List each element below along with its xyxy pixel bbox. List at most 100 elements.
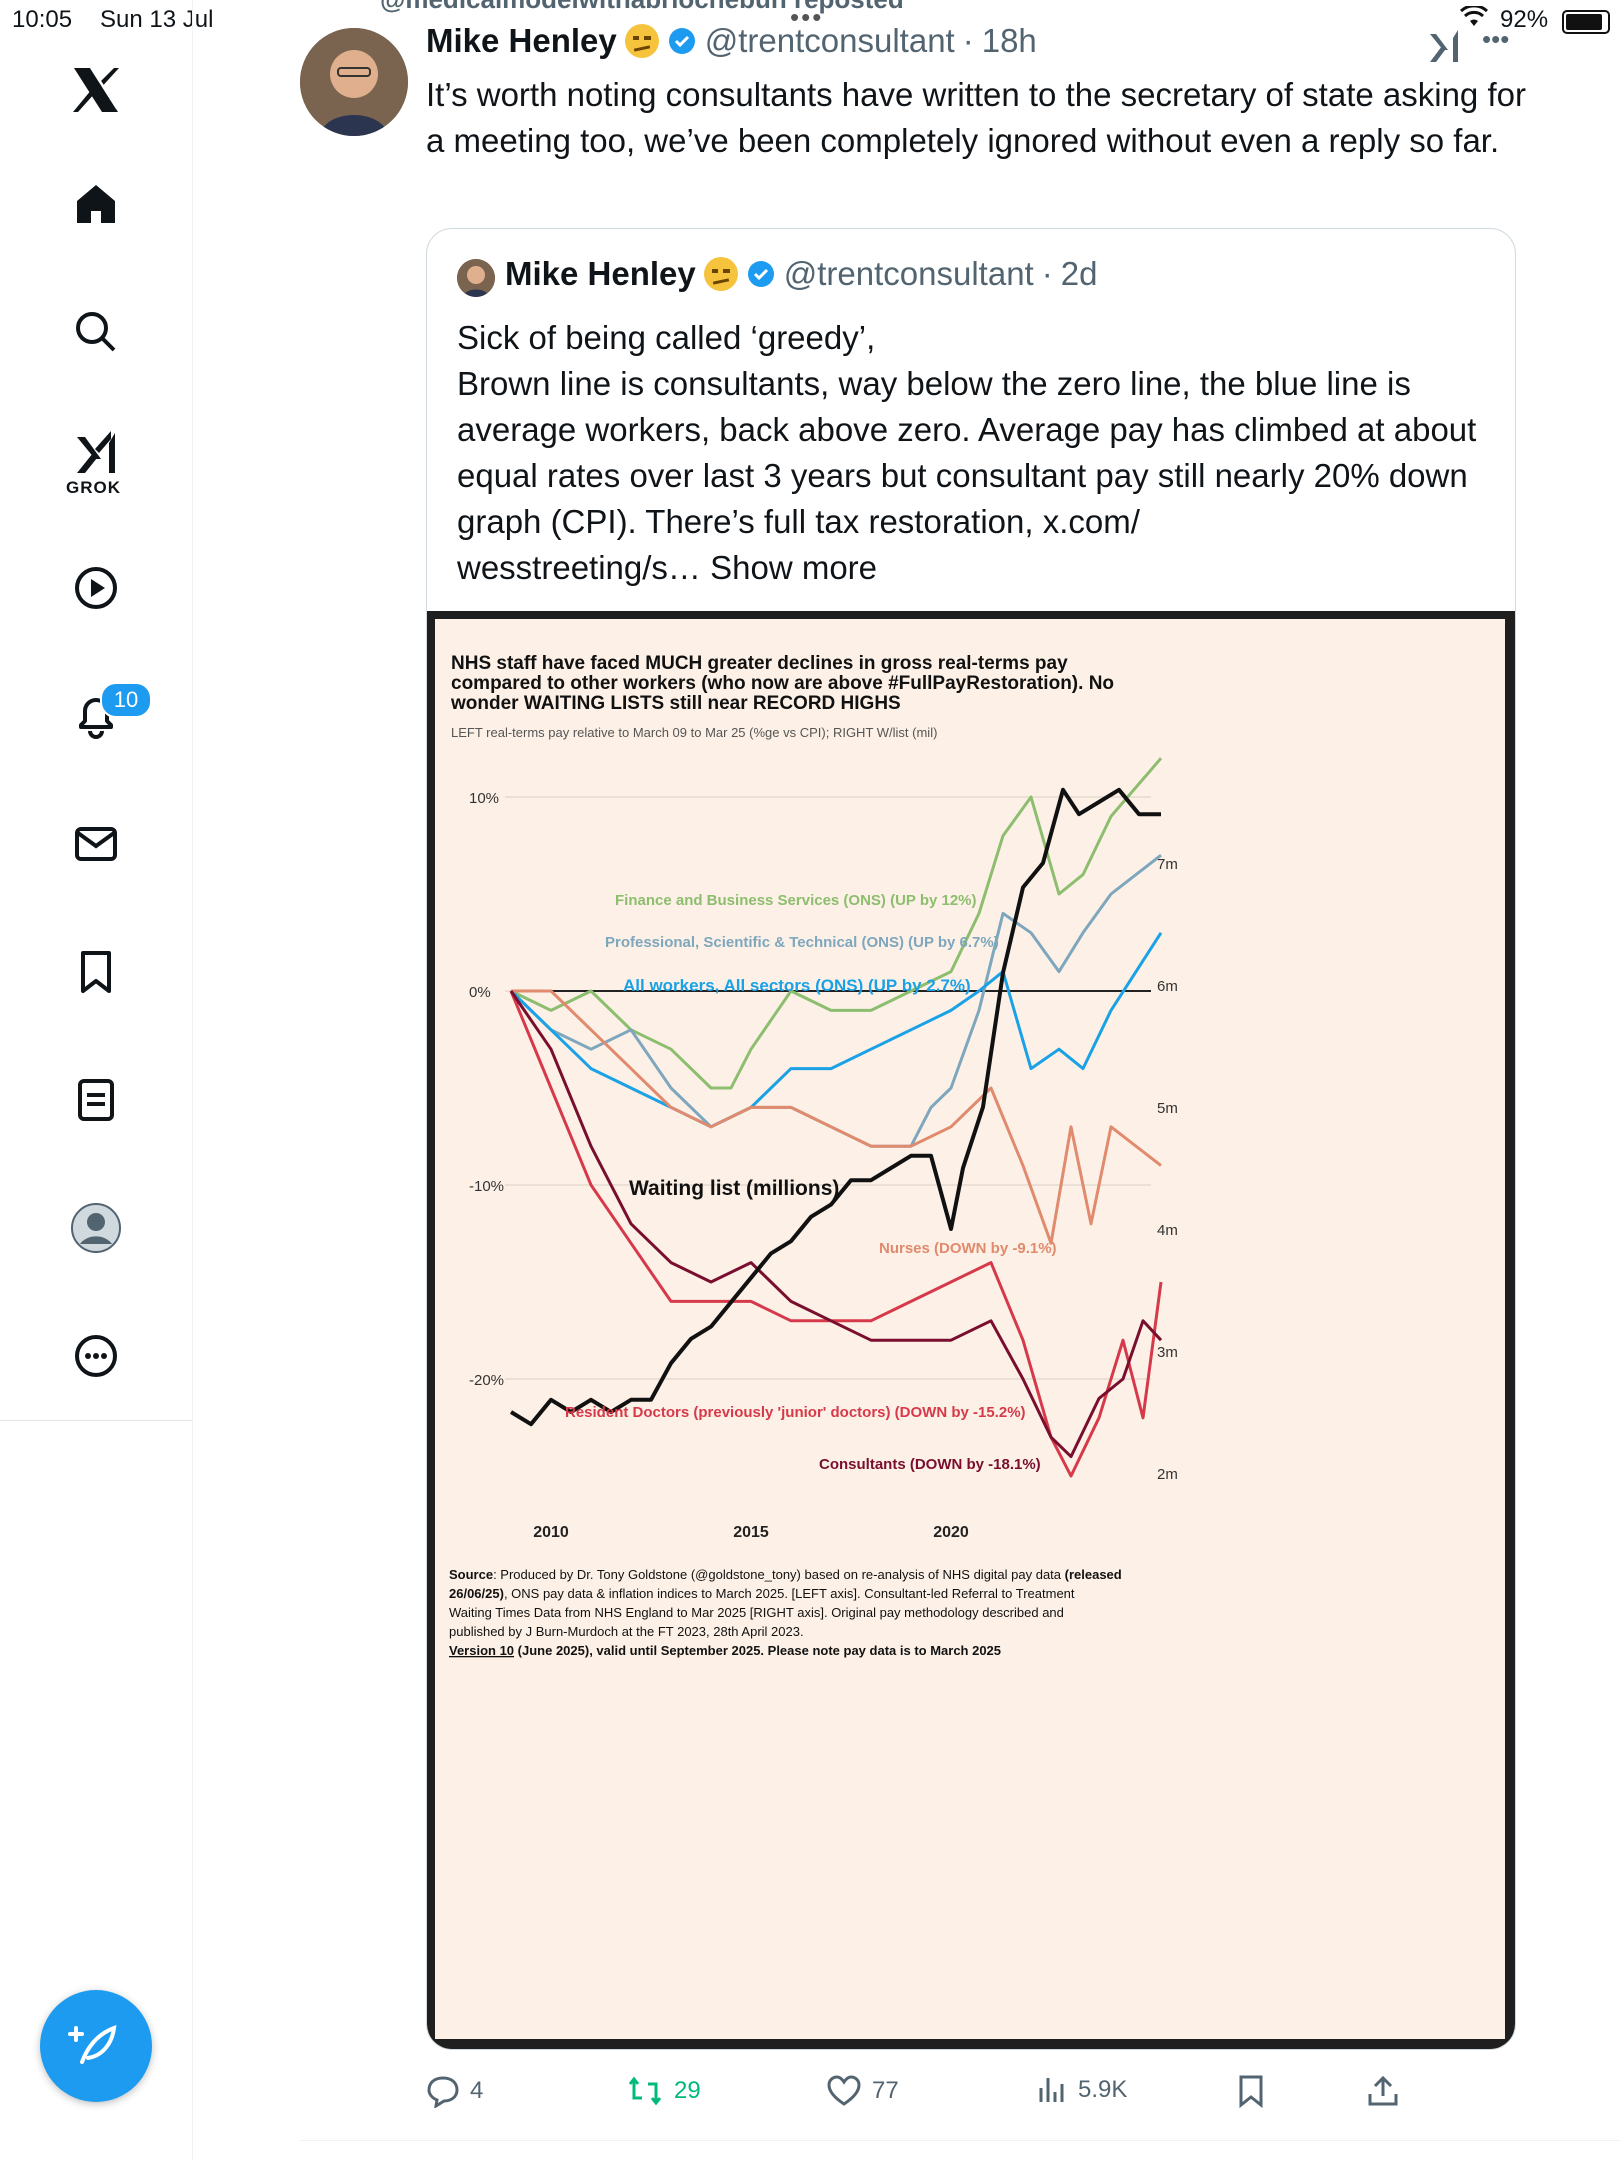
repost-icon: [628, 2076, 662, 2106]
x-logo-icon[interactable]: [62, 56, 130, 124]
right-tick-label: 7m: [1157, 856, 1178, 873]
series-line-3: [511, 989, 1162, 1245]
share-icon: [1368, 2075, 1398, 2106]
series-label: Professional, Scientific & Technical (ON…: [605, 934, 999, 951]
source-note-line: published by J Burn-Murdoch at the FT 20…: [449, 1624, 804, 1639]
quote-text: Sick of being called ‘greedy’, Brown lin…: [457, 315, 1477, 591]
like-button[interactable]: 77: [826, 2074, 899, 2108]
quote-tweet[interactable]: Mike Henley @trentconsultant · 2d Sick o…: [426, 228, 1516, 2050]
reply-button[interactable]: 4: [426, 2074, 483, 2108]
grok-label: GROK: [66, 478, 121, 497]
right-tick-label: 6m: [1157, 978, 1178, 995]
home-icon[interactable]: [62, 170, 130, 238]
status-bar: 10:05 Sun 13 Jul ••• 92%: [0, 0, 1620, 40]
share-button[interactable]: [1366, 2074, 1400, 2108]
series-line-2: [509, 931, 1163, 1129]
right-tick-label: 5m: [1157, 1100, 1178, 1117]
right-tick-label: 2m: [1157, 1466, 1178, 1483]
views-button[interactable]: 5.9K: [1036, 2074, 1127, 2106]
compose-button[interactable]: [40, 1990, 152, 2102]
like-icon: [827, 2075, 861, 2106]
x-tick-label: 2015: [733, 1524, 769, 1541]
chart-subtitle: LEFT real-terms pay relative to March 09…: [451, 725, 937, 740]
chart-title-line: NHS staff have faced MUCH greater declin…: [451, 653, 1068, 674]
series-line-5: [509, 990, 1163, 1459]
quote-author-row: Mike Henley @trentconsultant · 2d: [505, 255, 1098, 292]
grok-explain-icon[interactable]: [1426, 28, 1462, 73]
x-tick-label: 2010: [533, 1524, 569, 1541]
show-more-link[interactable]: Show more: [710, 549, 878, 586]
notifications-badge: 10: [100, 682, 152, 718]
tweet-divider: [300, 2140, 1620, 2141]
battery-percent: 92%: [1500, 6, 1549, 33]
series-line-4: [509, 990, 1163, 1478]
chart: NHS staff have faced MUCH greater declin…: [435, 619, 1505, 2039]
like-count: 77: [872, 2077, 899, 2104]
raised-eyebrow-emoji-icon: [624, 24, 659, 58]
quote-time[interactable]: 2d: [1060, 255, 1098, 292]
left-tick-label: -10%: [469, 1178, 504, 1195]
verified-badge-icon: [668, 28, 695, 54]
quote-author-name[interactable]: Mike Henley: [505, 255, 696, 292]
avatar[interactable]: [300, 28, 408, 136]
series-label: Finance and Business Services (ONS) (UP …: [615, 892, 977, 909]
author-handle[interactable]: @trentconsultant: [704, 22, 955, 59]
sidebar-divider: [0, 1420, 192, 1421]
grok-icon[interactable]: [62, 420, 130, 488]
left-tick-label: 0%: [469, 984, 491, 1001]
tweet-text: It’s worth noting consultants have writt…: [426, 76, 1526, 159]
reply-count: 4: [470, 2077, 484, 2104]
sidebar: GROK 10: [0, 0, 193, 2160]
chart-svg: NHS staff have faced MUCH greater declin…: [449, 653, 1178, 1658]
series-label: All workers, All sectors (ONS) (UP by 2.…: [623, 976, 971, 995]
author-row: Mike Henley @trentconsultant · 18h: [426, 22, 1037, 59]
quote-avatar[interactable]: [457, 259, 495, 297]
repost-count: 29: [674, 2077, 701, 2104]
source-note-line: Waiting Times Data from NHS England to M…: [449, 1605, 1064, 1620]
series-line-6: [509, 787, 1161, 1427]
chart-image-frame[interactable]: NHS staff have faced MUCH greater declin…: [427, 611, 1515, 2049]
chart-title-line: compared to other workers (who now are a…: [451, 673, 1114, 694]
x-tick-label: 2020: [933, 1524, 969, 1541]
bookmark-icon: [1239, 2075, 1263, 2108]
chart-title-line: wonder WAITING LISTS still near RECORD H…: [450, 693, 901, 714]
left-tick-label: -20%: [469, 1372, 504, 1389]
right-tick-label: 4m: [1157, 1222, 1178, 1239]
tweet-more-icon[interactable]: •••: [1482, 24, 1510, 54]
quote-author-handle[interactable]: @trentconsultant: [783, 255, 1034, 292]
views-icon: [1039, 2078, 1064, 2102]
source-note-line: Version 10 (June 2025), valid until Sept…: [449, 1643, 1001, 1658]
messages-icon[interactable]: [62, 810, 130, 878]
profile-icon[interactable]: [62, 1194, 130, 1262]
view-count: 5.9K: [1078, 2076, 1128, 2103]
raised-eyebrow-emoji-icon: [703, 257, 738, 291]
compose-feather-icon: [68, 2024, 117, 2064]
status-date: Sun 13 Jul: [100, 6, 214, 33]
reply-icon: [427, 2076, 459, 2108]
search-icon[interactable]: [62, 298, 130, 366]
bookmark-button[interactable]: [1236, 2074, 1266, 2108]
wifi-icon: [1459, 4, 1489, 35]
series-label: Resident Doctors (previously 'junior' do…: [565, 1404, 1026, 1421]
series-line-0: [510, 757, 1163, 1090]
multitasking-dots-icon[interactable]: •••: [790, 2, 824, 32]
tweet-time[interactable]: 18h: [981, 22, 1037, 59]
quote-body: Sick of being called ‘greedy’, Brown lin…: [457, 319, 1477, 586]
tweet-actions: 4 29 77 5.9K: [426, 2066, 1526, 2116]
source-note-line: 26/06/25), ONS pay data & inflation indi…: [449, 1586, 1075, 1601]
left-tick-label: 10%: [469, 790, 499, 807]
right-tick-label: 3m: [1157, 1344, 1178, 1361]
series-label: Consultants (DOWN by -18.1%): [819, 1456, 1041, 1473]
author-name[interactable]: Mike Henley: [426, 22, 617, 59]
source-note-line: Source: Produced by Dr. Tony Goldstone (…: [449, 1567, 1122, 1582]
more-icon[interactable]: [62, 1322, 130, 1390]
waiting-list-annotation: Waiting list (millions): [629, 1177, 839, 1200]
status-time: 10:05: [12, 6, 73, 33]
lists-icon[interactable]: [62, 1066, 130, 1134]
repost-header[interactable]: @medicalmodelwithabriochebun reposted: [380, 0, 904, 15]
verified-badge-icon: [747, 261, 774, 287]
series-label: Nurses (DOWN by -9.1%): [879, 1240, 1057, 1257]
video-icon[interactable]: [62, 554, 130, 622]
bookmarks-icon[interactable]: [62, 938, 130, 1006]
repost-button[interactable]: 29: [626, 2074, 701, 2108]
